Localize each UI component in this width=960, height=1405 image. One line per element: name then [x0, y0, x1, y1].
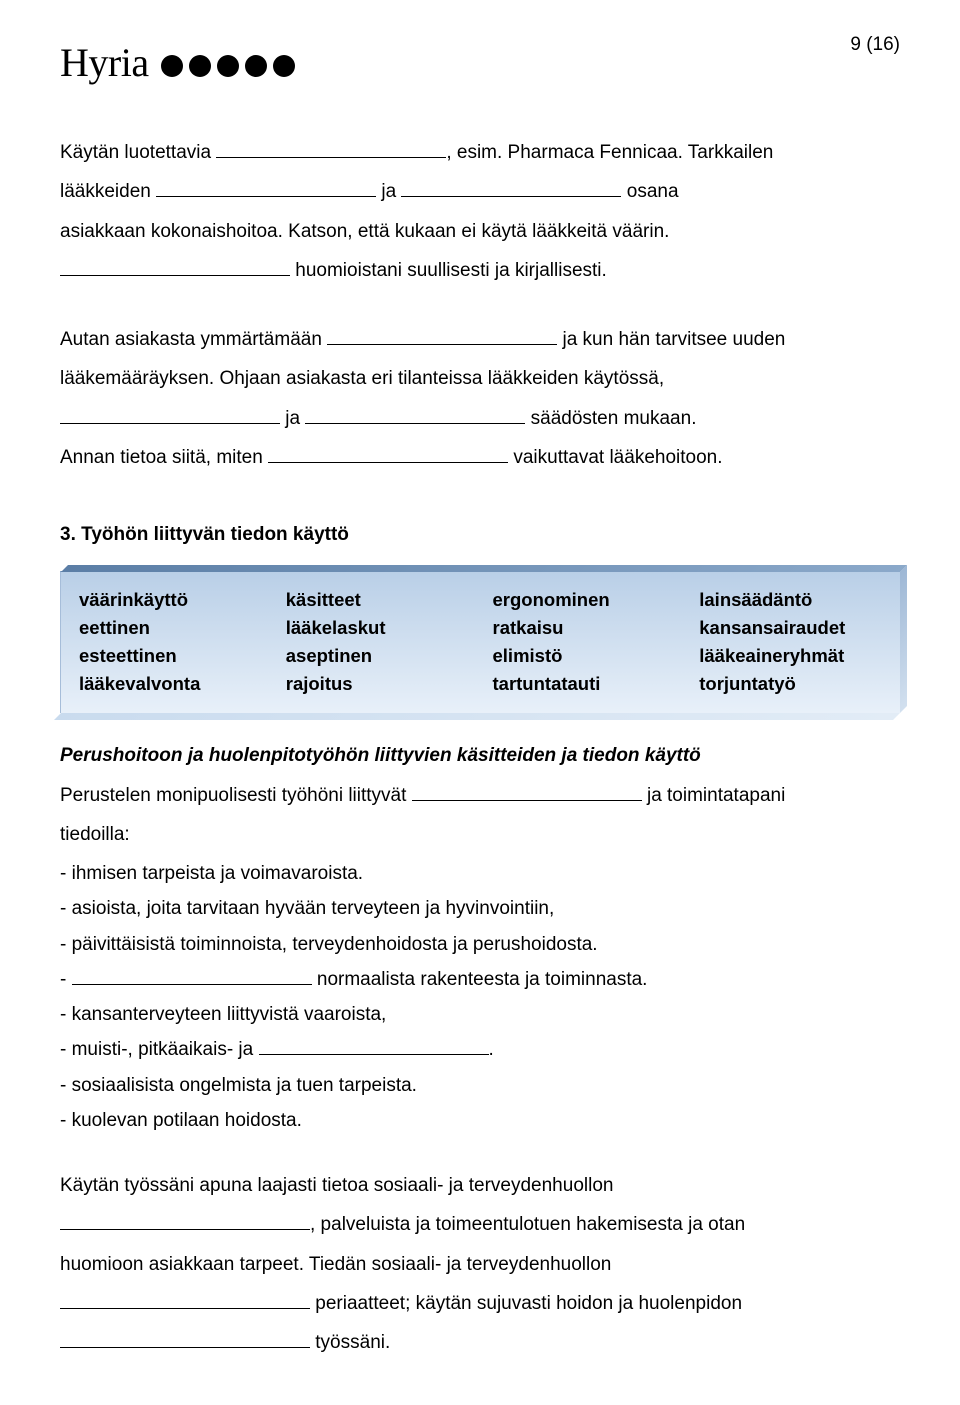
paragraph-1-line4: huomioistani suullisesti ja kirjallisest…: [60, 254, 900, 287]
section3-p4: , palveluista ja toimeentulotuen hakemis…: [60, 1208, 900, 1241]
word: lainsäädäntö: [699, 586, 882, 614]
text: - muisti-, pitkäaikais- ja: [60, 1039, 259, 1060]
blank-field[interactable]: [268, 442, 508, 463]
word: ratkaisu: [493, 614, 676, 642]
word: väärinkäyttö: [79, 586, 262, 614]
word-bank-box: väärinkäyttö eettinen esteettinen lääkev…: [60, 571, 900, 713]
blank-field[interactable]: [60, 255, 290, 276]
word: elimistö: [493, 642, 676, 670]
text: lääkkeiden: [60, 181, 156, 202]
text: Käytän luotettavia: [60, 142, 216, 163]
paragraph-1-line3: asiakkaan kokonaishoitoa. Katson, että k…: [60, 215, 900, 248]
word: tartuntatauti: [493, 670, 676, 698]
word: lääkeaineryhmät: [699, 642, 882, 670]
dot-icon: [189, 55, 211, 77]
page-number: 9 (16): [850, 28, 900, 61]
word: käsitteet: [286, 586, 469, 614]
blank-field[interactable]: [305, 403, 525, 424]
word-bank-grid: väärinkäyttö eettinen esteettinen lääkev…: [79, 586, 882, 697]
text: asiakkaan kokonaishoitoa. Katson, että k…: [60, 221, 669, 242]
blank-field[interactable]: [216, 137, 446, 158]
text: ja: [376, 181, 401, 202]
blank-field[interactable]: [60, 403, 280, 424]
text: vaikuttavat lääkehoitoon.: [508, 447, 722, 468]
text: , esim. Pharmaca Fennicaa. Tarkkailen: [446, 142, 773, 163]
text: Annan tietoa siitä, miten: [60, 447, 268, 468]
paragraph-2-line3: ja säädösten mukaan.: [60, 402, 900, 435]
word: aseptinen: [286, 642, 469, 670]
blank-field[interactable]: [60, 1288, 310, 1309]
list-item: - kuolevan potilaan hoidosta.: [60, 1104, 900, 1137]
dot-icon: [273, 55, 295, 77]
paragraph-2-line4: Annan tietoa siitä, miten vaikuttavat lä…: [60, 441, 900, 474]
text: säädösten mukaan.: [525, 408, 696, 429]
page-header: Hyria 9 (16): [60, 28, 900, 98]
text: työssäni.: [310, 1332, 390, 1353]
logo-text: Hyria: [60, 28, 149, 98]
text: Autan asiakasta ymmärtämään: [60, 329, 327, 350]
blank-field[interactable]: [412, 780, 642, 801]
section3-p3: Käytän työssäni apuna laajasti tietoa so…: [60, 1169, 900, 1202]
text: huomioistani suullisesti ja kirjallisest…: [290, 260, 607, 281]
text: Perustelen monipuolisesti työhöni liitty…: [60, 785, 412, 806]
box-edge: [61, 565, 907, 572]
word: ergonominen: [493, 586, 676, 614]
dot-icon: [245, 55, 267, 77]
word: torjuntatyö: [699, 670, 882, 698]
section3-p2: tiedoilla:: [60, 818, 900, 851]
section3-p1: Perustelen monipuolisesti työhöni liitty…: [60, 779, 900, 812]
blank-field[interactable]: [327, 324, 557, 345]
text: periaatteet; käytän sujuvasti hoidon ja …: [310, 1293, 742, 1314]
section3-p7: työssäni.: [60, 1326, 900, 1359]
dot-icon: [161, 55, 183, 77]
list-item: - ihmisen tarpeista ja voimavaroista.: [60, 857, 900, 890]
blank-field[interactable]: [156, 176, 376, 197]
text: .: [489, 1039, 494, 1060]
dot-icon: [217, 55, 239, 77]
paragraph-2-line2: lääkemääräyksen. Ohjaan asiakasta eri ti…: [60, 362, 900, 395]
text: ja: [280, 408, 305, 429]
blank-field[interactable]: [259, 1034, 489, 1055]
list-item: - normaalista rakenteesta ja toiminnasta…: [60, 963, 900, 996]
paragraph-2: Autan asiakasta ymmärtämään ja kun hän t…: [60, 323, 900, 356]
section3-p5: huomioon asiakkaan tarpeet. Tiedän sosia…: [60, 1248, 900, 1281]
word: rajoitus: [286, 670, 469, 698]
paragraph-1-line2: lääkkeiden ja osana: [60, 175, 900, 208]
paragraph-1: Käytän luotettavia , esim. Pharmaca Fenn…: [60, 136, 900, 169]
logo: Hyria: [60, 28, 295, 98]
blank-field[interactable]: [60, 1327, 310, 1348]
subsection-heading: Perushoitoon ja huolenpitotyöhön liittyv…: [60, 739, 900, 772]
word: esteettinen: [79, 642, 262, 670]
blank-field[interactable]: [72, 964, 312, 985]
list-item: - sosiaalisista ongelmista ja tuen tarpe…: [60, 1069, 900, 1102]
word-bank-col: väärinkäyttö eettinen esteettinen lääkev…: [79, 586, 262, 697]
word-bank-col: käsitteet lääkelaskut aseptinen rajoitus: [286, 586, 469, 697]
text: , palveluista ja toimeentulotuen hakemis…: [310, 1214, 745, 1235]
text: ja toimintatapani: [642, 785, 786, 806]
word: kansansairaudet: [699, 614, 882, 642]
section3-p6: periaatteet; käytän sujuvasti hoidon ja …: [60, 1287, 900, 1320]
text: lääkemääräyksen. Ohjaan asiakasta eri ti…: [60, 368, 664, 389]
list-item: - päivittäisistä toiminnoista, terveyden…: [60, 928, 900, 961]
word-bank-col: lainsäädäntö kansansairaudet lääkeainery…: [699, 586, 882, 697]
text: normaalista rakenteesta ja toiminnasta.: [312, 969, 648, 990]
word: lääkevalvonta: [79, 670, 262, 698]
section-heading-3: 3. Työhön liittyvän tiedon käyttö: [60, 518, 900, 551]
list-item: - asioista, joita tarvitaan hyvään terve…: [60, 892, 900, 925]
text: ja kun hän tarvitsee uuden: [557, 329, 785, 350]
text: -: [60, 969, 72, 990]
blank-field[interactable]: [401, 176, 621, 197]
list-item: - muisti-, pitkäaikais- ja .: [60, 1033, 900, 1066]
text: osana: [621, 181, 678, 202]
blank-field[interactable]: [60, 1209, 310, 1230]
word-bank-col: ergonominen ratkaisu elimistö tartuntata…: [493, 586, 676, 697]
word: eettinen: [79, 614, 262, 642]
logo-dots: [161, 55, 295, 77]
list-item: - kansanterveyteen liittyvistä vaaroista…: [60, 998, 900, 1031]
word: lääkelaskut: [286, 614, 469, 642]
